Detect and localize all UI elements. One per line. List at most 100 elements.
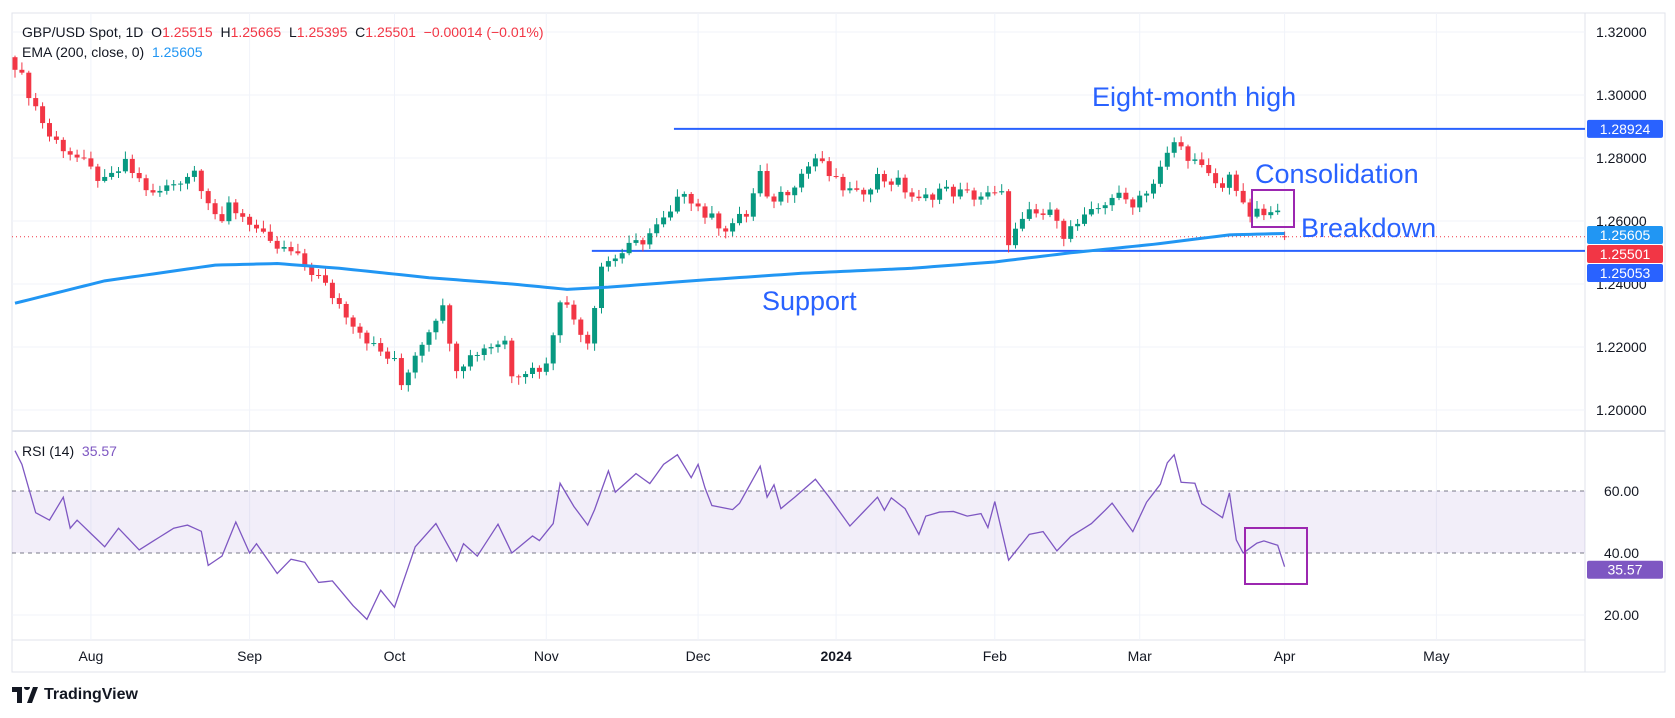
candle [1268,206,1274,219]
candle [647,228,653,249]
candle [1130,197,1136,215]
candle [116,166,121,179]
candle [274,236,280,254]
candle-body [605,261,611,267]
candle [923,187,929,202]
candle-body [523,374,529,378]
candle [1206,158,1212,176]
candle-body [440,305,446,321]
candle [323,268,328,286]
candle-body [364,332,370,344]
candle [619,248,625,264]
symbol-title: GBP/USD Spot, 1D [22,24,144,40]
candle-body [33,98,39,107]
candle [1185,144,1191,169]
candle-body [1040,213,1046,215]
candle [1075,219,1081,231]
candle [571,300,577,325]
candle [178,181,184,192]
candle-body [288,247,294,252]
candle [861,187,867,202]
candle-body [136,173,142,179]
candle-body [1026,209,1032,219]
tradingview-logo[interactable]: TradingView [12,686,138,704]
candle [702,203,708,224]
consolidation-box[interactable] [1251,189,1295,228]
candle [1226,171,1232,195]
candle [868,187,874,203]
rsi-badge [1587,560,1663,579]
tradingview-brand: TradingView [44,686,138,703]
candle-body [447,305,453,344]
candle [592,305,598,351]
candle-body [281,247,287,249]
candle-body [668,211,673,218]
candle-body [1095,208,1101,210]
candle [1137,190,1143,213]
candle-body [205,191,211,204]
candle [488,343,494,355]
candle [26,70,32,106]
price-tick-label: 1.28000 [1596,150,1647,166]
candle [1151,179,1156,199]
candle-body [19,69,25,73]
candle-body [695,203,701,207]
candle [661,210,667,228]
candle-body [509,340,515,377]
candle-body [592,308,598,344]
candle [329,279,335,305]
low-label: L [288,24,297,40]
candle [474,351,480,362]
candle-body [847,188,853,191]
candle-body [433,320,439,333]
candle-body [122,158,128,172]
candle-body [1075,223,1081,227]
candle-body [350,317,356,327]
candle-body [640,240,646,245]
rsi-legend[interactable]: RSI (14) 35.57 [22,443,117,459]
price-tick-label: 1.32000 [1596,24,1647,40]
candle-body [1275,210,1281,213]
candle [88,151,94,170]
candle-body [309,265,315,275]
annotation-support: Support [762,286,857,316]
candle-body [150,190,156,193]
annotation-breakdown: Breakdown [1301,213,1436,243]
candle-body [785,191,791,196]
candle-body [764,171,770,197]
candle-body [1109,197,1115,206]
date-label: Mar [1128,648,1152,664]
candle [357,323,363,339]
candle-body [316,274,322,276]
candle [640,237,646,252]
tradingview-logo-icon [12,687,38,703]
date-label: Oct [384,648,406,664]
ema-line [14,231,1285,305]
candle-body [812,158,818,167]
rsi-box[interactable] [1244,527,1308,585]
candle-body [371,343,377,345]
candle-body [950,186,956,197]
support-badge-label: 1.25053 [1600,265,1651,281]
candle-body [985,192,991,197]
candle [1013,222,1018,249]
candle [336,293,342,309]
candle [171,179,177,191]
ema-badge [1587,226,1663,244]
candle [364,330,370,351]
ema-legend[interactable]: EMA (200, close, 0) 1.25605 [22,44,203,60]
candle [1061,218,1067,247]
candle [785,190,791,203]
candle [523,371,529,384]
candle-body [247,216,253,225]
candle-body [1178,142,1184,147]
candle-body [329,282,335,299]
candle [819,151,825,164]
candle [971,187,977,207]
candle [143,174,149,197]
candle-body [771,196,777,202]
annotation-consolidation: Consolidation [1255,159,1419,189]
candle-body [495,344,501,348]
candle-body [378,343,384,352]
